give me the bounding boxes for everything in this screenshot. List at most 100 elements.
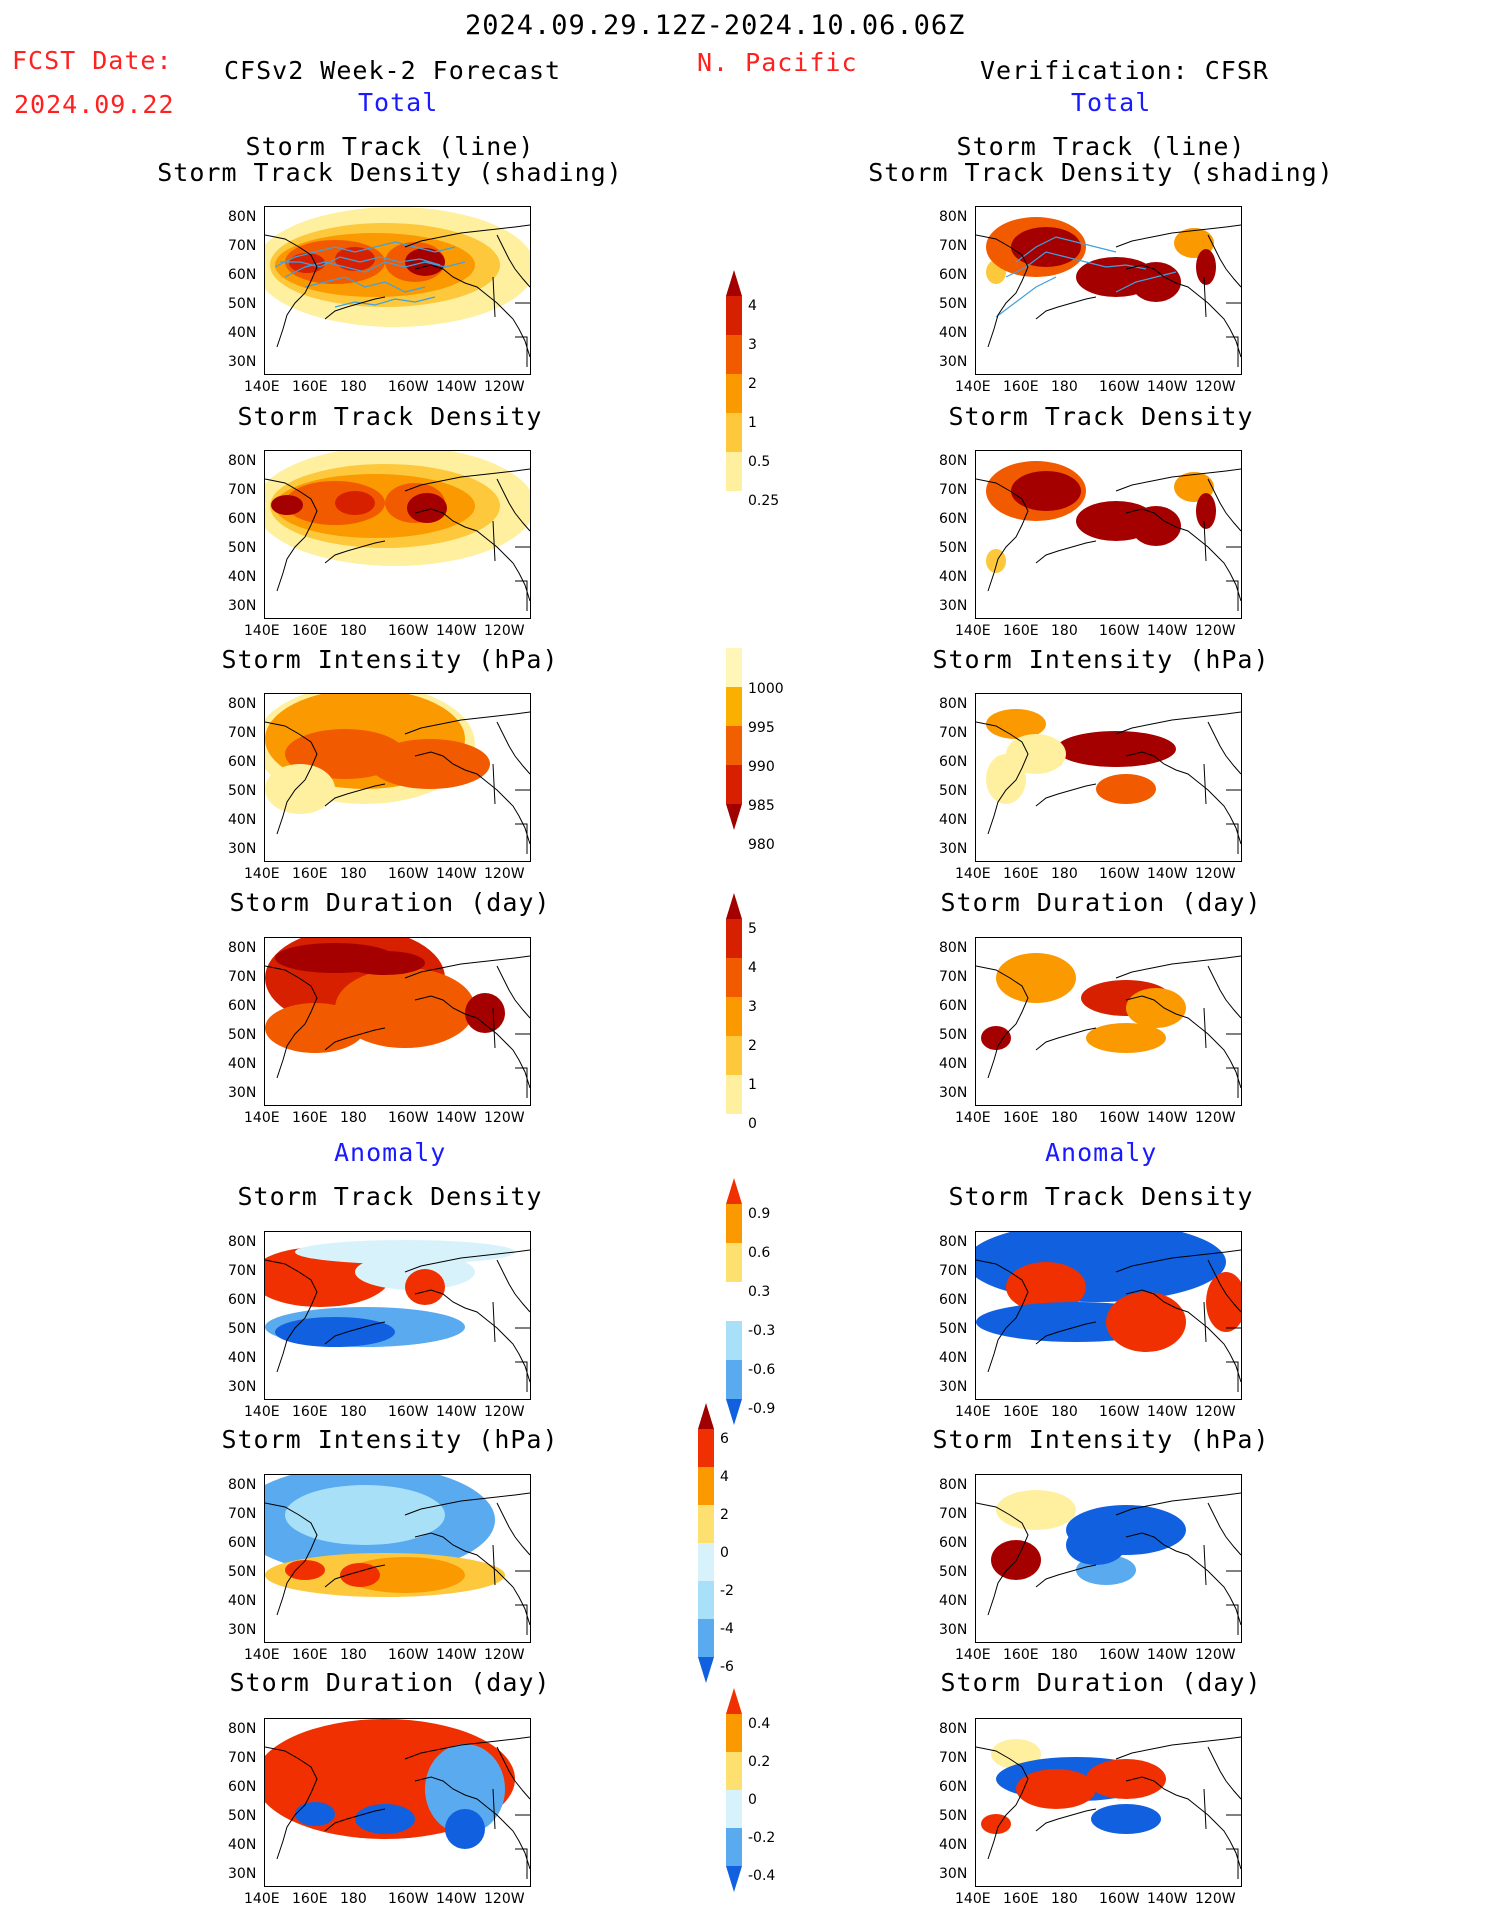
lon-tick-label: 160E — [1003, 1891, 1039, 1907]
fc-map-panel-2 — [264, 450, 531, 619]
colorbar-label: 1000 — [748, 681, 784, 697]
coastline — [1207, 1502, 1241, 1556]
lon-tick-label: 160W — [1099, 1891, 1140, 1907]
lat-tick-label: 50N — [939, 783, 968, 799]
colorbar-label: 2 — [720, 1507, 729, 1523]
lat-tick-label: 50N — [939, 1564, 968, 1580]
lat-tick-label: 40N — [939, 325, 968, 341]
colorbar-label: 1 — [748, 1077, 757, 1093]
colorbar-label: -4 — [720, 1621, 734, 1637]
lat-tick-label: 70N — [228, 238, 257, 254]
lat-tick-label: 60N — [228, 754, 257, 770]
coastline — [1125, 1532, 1241, 1626]
shading-area — [295, 1240, 515, 1264]
coastline — [515, 336, 528, 367]
colorbar-intensity-anom: 6 4 2 0 -2 -4 -6 — [690, 1395, 810, 1705]
coastline — [496, 1259, 530, 1313]
shading-area — [355, 1804, 415, 1834]
lon-tick-label: 180 — [340, 1891, 367, 1907]
lat-tick-label: 80N — [228, 453, 257, 469]
fcst-label: FCST Date: — [12, 46, 173, 75]
lon-tick-label: 160E — [292, 623, 328, 639]
vf-map-panel-4 — [975, 937, 1242, 1106]
colorbar-arrow-top — [726, 1688, 742, 1714]
map-plot — [976, 461, 1241, 611]
lon-tick-label: 180 — [1051, 1891, 1078, 1907]
lat-tick-label: 30N — [228, 1866, 257, 1882]
lat-tick-label: 80N — [939, 940, 968, 956]
colorbar-segment — [726, 1036, 742, 1075]
lat-tick-label: 70N — [228, 969, 257, 985]
colorbar-label: 0.5 — [748, 454, 770, 470]
shading-area — [265, 1003, 365, 1053]
forecast-column-title: CFSv2 Week-2 Forecast — [224, 56, 562, 85]
forecast-anomaly-label: Anomaly — [334, 1138, 447, 1167]
lon-tick-label: 120W — [1195, 623, 1236, 639]
map-plot — [976, 953, 1241, 1098]
colorbar-label: 980 — [748, 837, 775, 853]
colorbar-segment — [726, 1714, 742, 1752]
coastline — [1226, 1361, 1239, 1392]
coastline — [515, 1848, 528, 1879]
vf-duration-title: Storm Duration (day) — [940, 888, 1262, 917]
colorbar-segment — [726, 1360, 742, 1399]
coastline — [404, 1492, 530, 1516]
shading-area — [285, 1485, 445, 1545]
lat-tick-label: 40N — [939, 1056, 968, 1072]
lat-tick-label: 80N — [228, 940, 257, 956]
coastline — [1226, 580, 1239, 611]
colorbar-label: 0.3 — [748, 1284, 770, 1300]
shading-area — [465, 993, 505, 1033]
lat-tick-label: 80N — [228, 1234, 257, 1250]
lon-tick-label: 140E — [955, 1404, 991, 1420]
lat-tick-label: 70N — [939, 1506, 968, 1522]
coastline — [265, 478, 318, 592]
lat-tick-label: 60N — [939, 998, 968, 1014]
fc-duration-anom-title: Storm Duration (day) — [229, 1668, 551, 1697]
coastline — [1125, 1289, 1241, 1383]
lon-tick-label: 160W — [1099, 1404, 1140, 1420]
colorbar-label: -0.9 — [748, 1401, 775, 1417]
colorbar-label: 6 — [720, 1431, 729, 1447]
coastline — [414, 1776, 530, 1870]
lon-tick-label: 180 — [340, 1110, 367, 1126]
coastline — [414, 1532, 530, 1626]
fc-intensity-title: Storm Intensity (hPa) — [221, 645, 559, 674]
colorbar-density-anom: 0.9 0.6 0.3 -0.3 -0.6 -0.9 — [718, 1170, 838, 1445]
lat-tick-label: 30N — [939, 1866, 968, 1882]
coastline — [492, 763, 496, 805]
lon-tick-label: 140E — [244, 1404, 280, 1420]
coastline — [324, 1027, 386, 1051]
lat-tick-label: 50N — [228, 296, 257, 312]
lon-tick-label: 180 — [1051, 1110, 1078, 1126]
shading-area — [340, 1563, 380, 1587]
lon-tick-label: 160E — [292, 1647, 328, 1663]
shading-area — [1086, 1023, 1166, 1053]
colorbar-segment — [726, 335, 742, 374]
coastline — [496, 1502, 530, 1556]
lat-tick-label: 70N — [939, 238, 968, 254]
lat-tick-label: 50N — [228, 1808, 257, 1824]
coastline — [404, 955, 530, 979]
lat-tick-label: 50N — [939, 1321, 968, 1337]
lon-tick-label: 180 — [340, 1647, 367, 1663]
lat-tick-label: 60N — [228, 1779, 257, 1795]
shading-area — [407, 493, 447, 523]
map-plot — [265, 451, 530, 611]
colorbar-arrow-bottom — [698, 1657, 714, 1683]
lon-tick-label: 140E — [244, 1891, 280, 1907]
lon-tick-label: 140E — [955, 1647, 991, 1663]
colorbar-segment — [726, 726, 742, 765]
coastline — [1115, 224, 1241, 248]
shading-area — [1196, 493, 1216, 529]
lon-tick-label: 180 — [1051, 1647, 1078, 1663]
lat-tick-label: 40N — [939, 812, 968, 828]
lat-tick-label: 80N — [228, 1721, 257, 1737]
lat-tick-label: 30N — [939, 1622, 968, 1638]
lat-tick-label: 30N — [939, 1379, 968, 1395]
colorbar-label: 0.25 — [748, 493, 779, 509]
shading-area — [1006, 1262, 1086, 1312]
shading-area — [1011, 227, 1081, 267]
shading-area — [1066, 1525, 1126, 1565]
storm-track-line — [1015, 236, 1117, 263]
